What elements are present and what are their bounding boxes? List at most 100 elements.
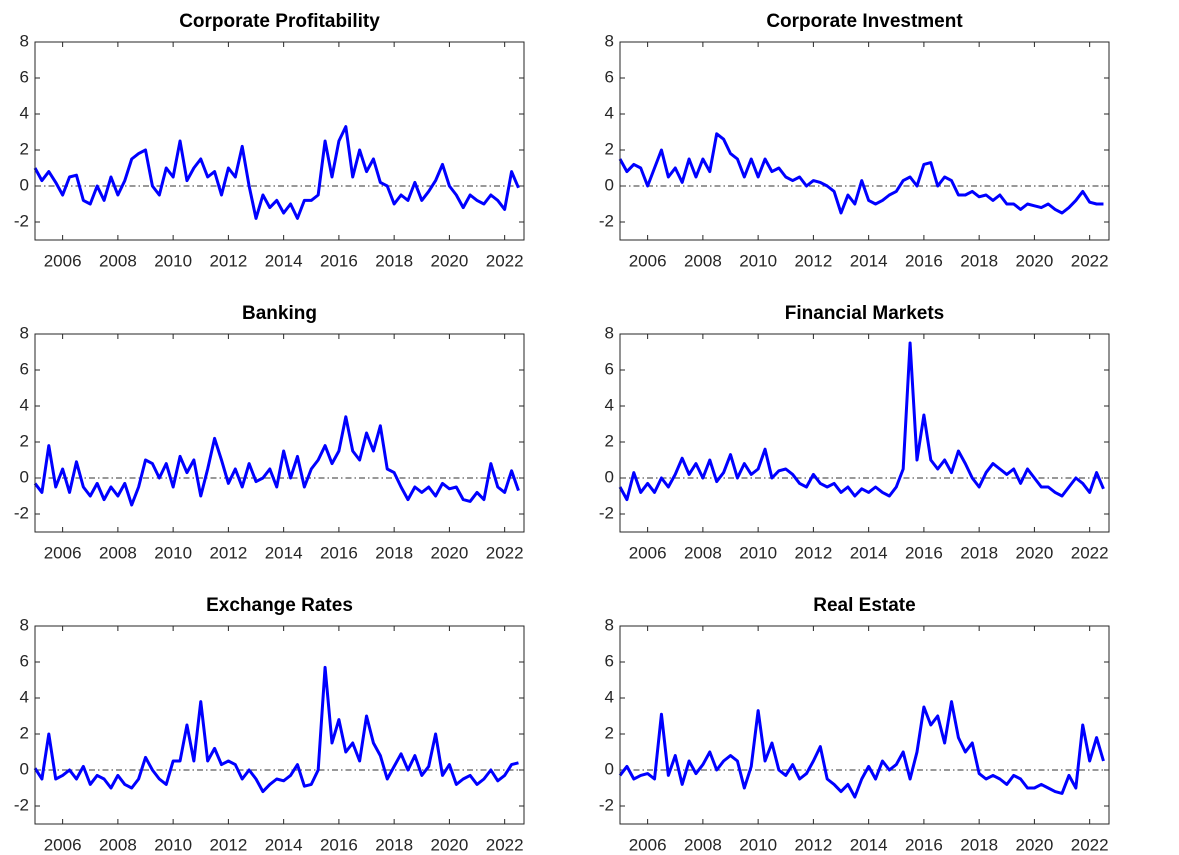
y-tick-label: 0 — [20, 759, 29, 778]
subplot-title: Financial Markets — [785, 303, 944, 324]
x-tick-label: 2012 — [209, 251, 247, 270]
y-tick-label: 8 — [605, 615, 614, 634]
series-line — [33, 125, 520, 220]
x-tick-label: 2006 — [629, 835, 667, 854]
axes-box — [34, 333, 525, 533]
x-tick-label: 2022 — [486, 543, 524, 562]
y-tick-label: -2 — [599, 795, 614, 814]
y-tick-label: 6 — [20, 67, 29, 86]
axes-box — [619, 333, 1110, 533]
x-tick-label: 2022 — [486, 835, 524, 854]
y-tick-label: 4 — [20, 395, 29, 414]
x-tick-label: 2008 — [99, 543, 137, 562]
series-line — [33, 665, 519, 794]
y-tick-label: -2 — [599, 503, 614, 522]
series-line — [618, 341, 1105, 502]
x-tick-label: 2018 — [960, 251, 998, 270]
x-tick-label: 2022 — [486, 251, 524, 270]
x-tick-label: 2012 — [794, 835, 832, 854]
plot-area — [620, 42, 1109, 240]
y-tick-label: 6 — [605, 651, 614, 670]
y-tick-label: 0 — [605, 467, 614, 486]
y-tick-label: 8 — [20, 615, 29, 634]
y-tick-label: 8 — [20, 31, 29, 50]
x-tick-label: 2010 — [739, 543, 777, 562]
y-tick-label: 2 — [20, 723, 29, 742]
y-tick-label: 2 — [20, 139, 29, 158]
x-tick-label: 2016 — [320, 835, 358, 854]
plot-area — [35, 334, 524, 532]
axes-box — [619, 625, 1110, 825]
x-tick-label: 2014 — [850, 543, 888, 562]
x-tick-label: 2008 — [684, 251, 722, 270]
x-tick-label: 2010 — [739, 835, 777, 854]
x-tick-label: 2016 — [905, 543, 943, 562]
x-tick-label: 2018 — [375, 835, 413, 854]
x-tick-label: 2010 — [154, 835, 192, 854]
y-tick-label: 4 — [20, 687, 29, 706]
y-tick-label: 6 — [605, 67, 614, 86]
x-tick-label: 2020 — [1015, 835, 1053, 854]
x-tick-label: 2014 — [850, 251, 888, 270]
x-tick-label: 2008 — [684, 835, 722, 854]
series-line — [618, 700, 1105, 799]
x-tick-label: 2018 — [960, 543, 998, 562]
y-tick-label: 6 — [20, 359, 29, 378]
y-tick-label: 4 — [20, 103, 29, 122]
y-tick-label: 2 — [605, 431, 614, 450]
plot-area — [35, 42, 524, 240]
x-tick-label: 2020 — [1015, 251, 1053, 270]
x-tick-label: 2016 — [905, 835, 943, 854]
x-tick-label: 2016 — [905, 251, 943, 270]
subplot-title: Exchange Rates — [206, 595, 353, 616]
y-tick-label: 4 — [605, 103, 614, 122]
y-tick-label: -2 — [14, 211, 29, 230]
y-tick-label: 0 — [20, 175, 29, 194]
x-tick-label: 2010 — [154, 543, 192, 562]
x-tick-label: 2008 — [99, 251, 137, 270]
y-tick-label: 0 — [605, 759, 614, 778]
y-tick-label: 8 — [20, 323, 29, 342]
x-tick-label: 2006 — [44, 835, 82, 854]
x-tick-label: 2014 — [850, 835, 888, 854]
x-tick-label: 2020 — [430, 835, 468, 854]
x-tick-label: 2006 — [629, 543, 667, 562]
x-tick-label: 2020 — [1015, 543, 1053, 562]
subplot-title: Banking — [242, 303, 317, 324]
x-tick-label: 2006 — [44, 251, 82, 270]
y-tick-label: -2 — [14, 795, 29, 814]
x-tick-label: 2012 — [794, 543, 832, 562]
x-tick-label: 2012 — [794, 251, 832, 270]
subplot-title: Corporate Profitability — [179, 11, 380, 32]
x-tick-label: 2022 — [1071, 835, 1109, 854]
x-tick-label: 2018 — [960, 835, 998, 854]
y-tick-label: -2 — [14, 503, 29, 522]
axes-box — [34, 41, 525, 241]
x-tick-label: 2012 — [209, 835, 247, 854]
series-line — [618, 132, 1104, 215]
x-tick-label: 2010 — [739, 251, 777, 270]
y-tick-label: 0 — [20, 467, 29, 486]
y-tick-label: 6 — [20, 651, 29, 670]
subplot-title: Real Estate — [813, 595, 915, 616]
x-tick-label: 2020 — [430, 251, 468, 270]
x-tick-label: 2012 — [209, 543, 247, 562]
y-tick-label: 8 — [605, 31, 614, 50]
plot-area — [620, 334, 1109, 532]
y-tick-label: -2 — [599, 211, 614, 230]
y-tick-label: 2 — [20, 431, 29, 450]
subplot-title: Corporate Investment — [766, 11, 963, 32]
plot-area — [620, 626, 1109, 824]
y-tick-label: 2 — [605, 139, 614, 158]
x-tick-label: 2014 — [265, 251, 303, 270]
axes-box — [34, 625, 525, 825]
axes-box — [619, 41, 1110, 241]
x-tick-label: 2014 — [265, 543, 303, 562]
x-tick-label: 2016 — [320, 251, 358, 270]
y-tick-label: 0 — [605, 175, 614, 194]
y-tick-label: 8 — [605, 323, 614, 342]
y-tick-label: 6 — [605, 359, 614, 378]
y-tick-label: 4 — [605, 395, 614, 414]
series-line — [33, 415, 520, 507]
